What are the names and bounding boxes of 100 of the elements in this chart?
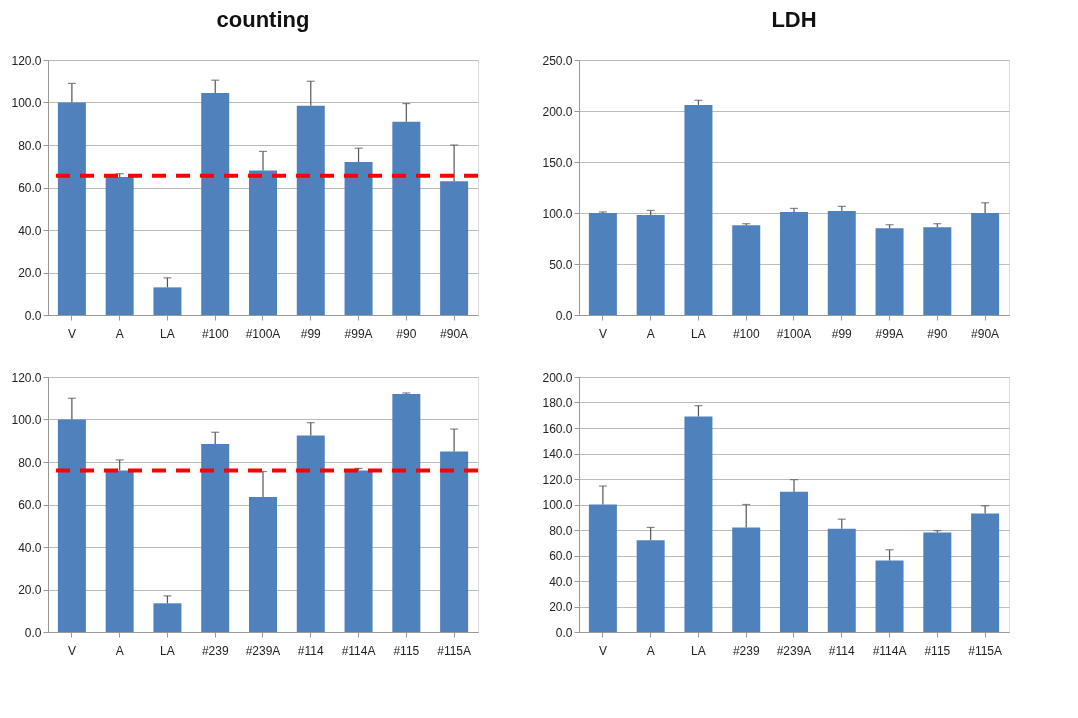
bar (57, 102, 86, 315)
x-tick-label: #90A (440, 326, 469, 341)
bar (440, 181, 469, 315)
bar (732, 225, 761, 315)
bar (923, 227, 952, 315)
y-tick-label: 20.0 (549, 600, 573, 614)
x-tick-label: #239A (245, 643, 281, 658)
bar (780, 491, 808, 632)
bar (344, 470, 373, 632)
x-tick-label: #99 (831, 326, 853, 341)
x-tick-label: LA (691, 326, 706, 341)
y-tick-label: 0.0 (24, 625, 42, 640)
y-tick-label: 100.0 (11, 413, 42, 427)
bar (780, 211, 808, 315)
x-tick-label: #239 (732, 643, 760, 658)
bar (201, 443, 230, 632)
x-tick-label: A (646, 326, 655, 341)
y-tick-label: 250.0 (542, 53, 573, 68)
x-tick-label: #115 (393, 643, 420, 658)
y-tick-label: 200.0 (542, 104, 573, 119)
bar (392, 394, 421, 632)
x-tick-label: #100 (201, 326, 229, 341)
bar (296, 435, 325, 632)
y-tick-label: 140.0 (542, 447, 573, 461)
x-tick-label: #115 (924, 643, 951, 658)
bar (440, 451, 469, 632)
x-tick-label: #90 (396, 326, 417, 341)
x-tick-label: #239A (776, 643, 812, 658)
x-tick-label: #114A (341, 643, 376, 658)
y-tick-label: 100.0 (542, 206, 573, 221)
x-tick-label: V (67, 326, 76, 341)
x-tick-label: #99 (300, 326, 322, 341)
y-tick-label: 60.0 (549, 549, 573, 563)
x-tick-label: #114 (828, 643, 855, 658)
bar (153, 287, 182, 315)
x-tick-label: #99A (875, 326, 904, 341)
x-tick-label: LA (160, 326, 175, 341)
y-tick-label: 20.0 (18, 266, 42, 280)
bar (249, 170, 277, 315)
bar (971, 513, 1000, 632)
bar (636, 540, 665, 632)
bar (296, 105, 325, 315)
y-tick-label: 100.0 (542, 498, 573, 512)
bar (636, 215, 665, 315)
bar (201, 92, 230, 315)
y-tick-label: 120.0 (542, 472, 573, 487)
x-tick-label: V (67, 643, 76, 658)
bar (875, 560, 904, 632)
bar (732, 527, 761, 632)
y-tick-label: 60.0 (18, 181, 42, 195)
bar (588, 213, 617, 315)
x-tick-label: #90 (927, 326, 948, 341)
x-tick-label: #115A (437, 643, 472, 658)
bar (344, 162, 373, 315)
bar (153, 603, 182, 632)
bar (249, 497, 277, 632)
y-tick-label: 120.0 (11, 53, 42, 68)
y-tick-label: 80.0 (18, 138, 42, 153)
y-tick-label: 40.0 (18, 223, 42, 238)
y-tick-label: 60.0 (18, 498, 42, 512)
bar (392, 121, 421, 315)
bar (57, 419, 86, 632)
y-tick-label: 0.0 (24, 308, 42, 323)
bar (684, 104, 713, 315)
x-tick-label: #99A (344, 326, 373, 341)
chart-title: counting (216, 7, 310, 32)
y-tick-label: 120.0 (11, 370, 42, 385)
x-tick-label: LA (160, 643, 175, 658)
x-tick-label: #100 (732, 326, 760, 341)
bar (875, 228, 904, 315)
x-tick-label: #239 (201, 643, 229, 658)
chart-title: LDH (771, 7, 817, 32)
y-tick-label: 80.0 (18, 455, 42, 470)
x-tick-label: #114 (297, 643, 324, 658)
y-tick-label: 200.0 (542, 370, 573, 385)
bar (105, 176, 134, 315)
x-tick-label: A (115, 326, 124, 341)
x-tick-label: #100A (245, 326, 281, 341)
y-tick-label: 50.0 (549, 257, 573, 272)
y-tick-label: 80.0 (549, 523, 573, 538)
x-tick-label: A (646, 643, 655, 658)
bar (923, 532, 952, 632)
x-tick-label: #115A (968, 643, 1003, 658)
y-tick-label: 0.0 (555, 625, 573, 640)
y-tick-label: 20.0 (18, 583, 42, 597)
y-tick-label: 100.0 (11, 96, 42, 110)
x-tick-label: V (598, 326, 607, 341)
x-tick-label: #114A (872, 643, 907, 658)
y-tick-label: 40.0 (18, 540, 42, 555)
bar (971, 213, 1000, 315)
y-tick-label: 0.0 (555, 308, 573, 323)
x-tick-label: V (598, 643, 607, 658)
bar (684, 416, 713, 632)
bar (827, 528, 856, 632)
y-tick-label: 160.0 (542, 421, 573, 436)
x-tick-label: LA (691, 643, 706, 658)
bar (588, 504, 617, 632)
x-tick-label: A (115, 643, 124, 658)
y-tick-label: 180.0 (542, 396, 573, 410)
y-tick-label: 40.0 (549, 574, 573, 589)
